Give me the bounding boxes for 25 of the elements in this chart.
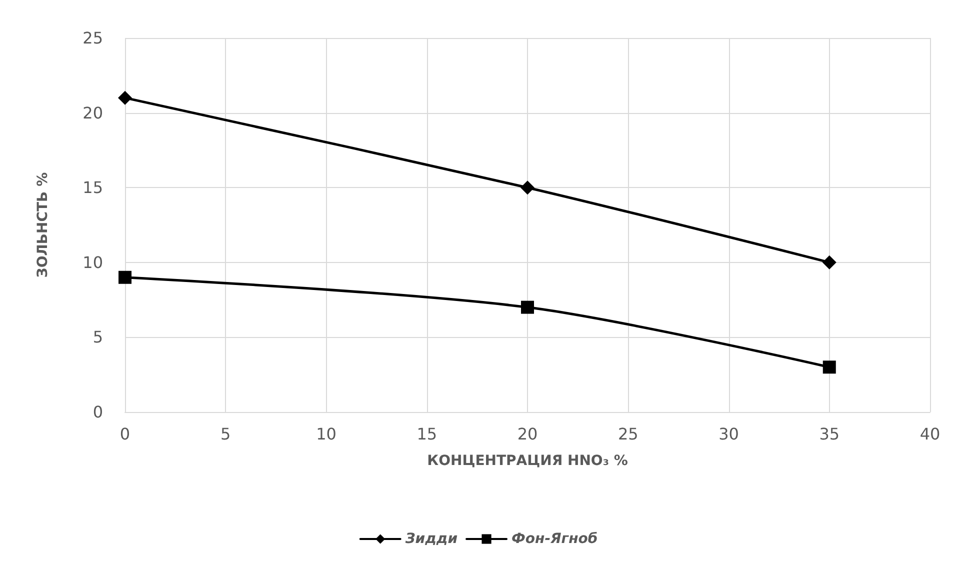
x-tick-label: 40 <box>920 424 940 444</box>
point <box>521 300 534 314</box>
point <box>822 360 836 374</box>
y-tick-label: 10 <box>82 252 103 272</box>
y-tick-label: 15 <box>82 178 103 198</box>
point <box>118 90 132 105</box>
x-tick-label: 30 <box>718 424 739 444</box>
y-tick-label: 25 <box>82 28 103 48</box>
y-tick-label: 5 <box>92 328 103 347</box>
legend-label: Зидди <box>405 531 458 547</box>
x-tick-label: 15 <box>416 424 438 444</box>
x-tick-label: 35 <box>819 424 840 444</box>
y-tick-label: 20 <box>82 103 103 122</box>
y-axis-title: ЗОЛЬНСТЬ % <box>35 172 51 278</box>
x-tick-label: 10 <box>316 424 336 444</box>
x-tick-label: 25 <box>618 424 638 444</box>
x-tick-label: 0 <box>120 424 130 444</box>
point <box>118 270 132 284</box>
x-axis-title: КОНЦЕНТРАЦИЯ HNO₃ % <box>427 453 628 469</box>
x-tick-label: 20 <box>517 424 538 444</box>
point <box>520 180 534 195</box>
legend-label: Фон-Ягноб <box>512 531 598 547</box>
point <box>822 255 836 270</box>
y-tick-label: 0 <box>92 402 103 422</box>
x-tick-label: 5 <box>220 424 231 444</box>
